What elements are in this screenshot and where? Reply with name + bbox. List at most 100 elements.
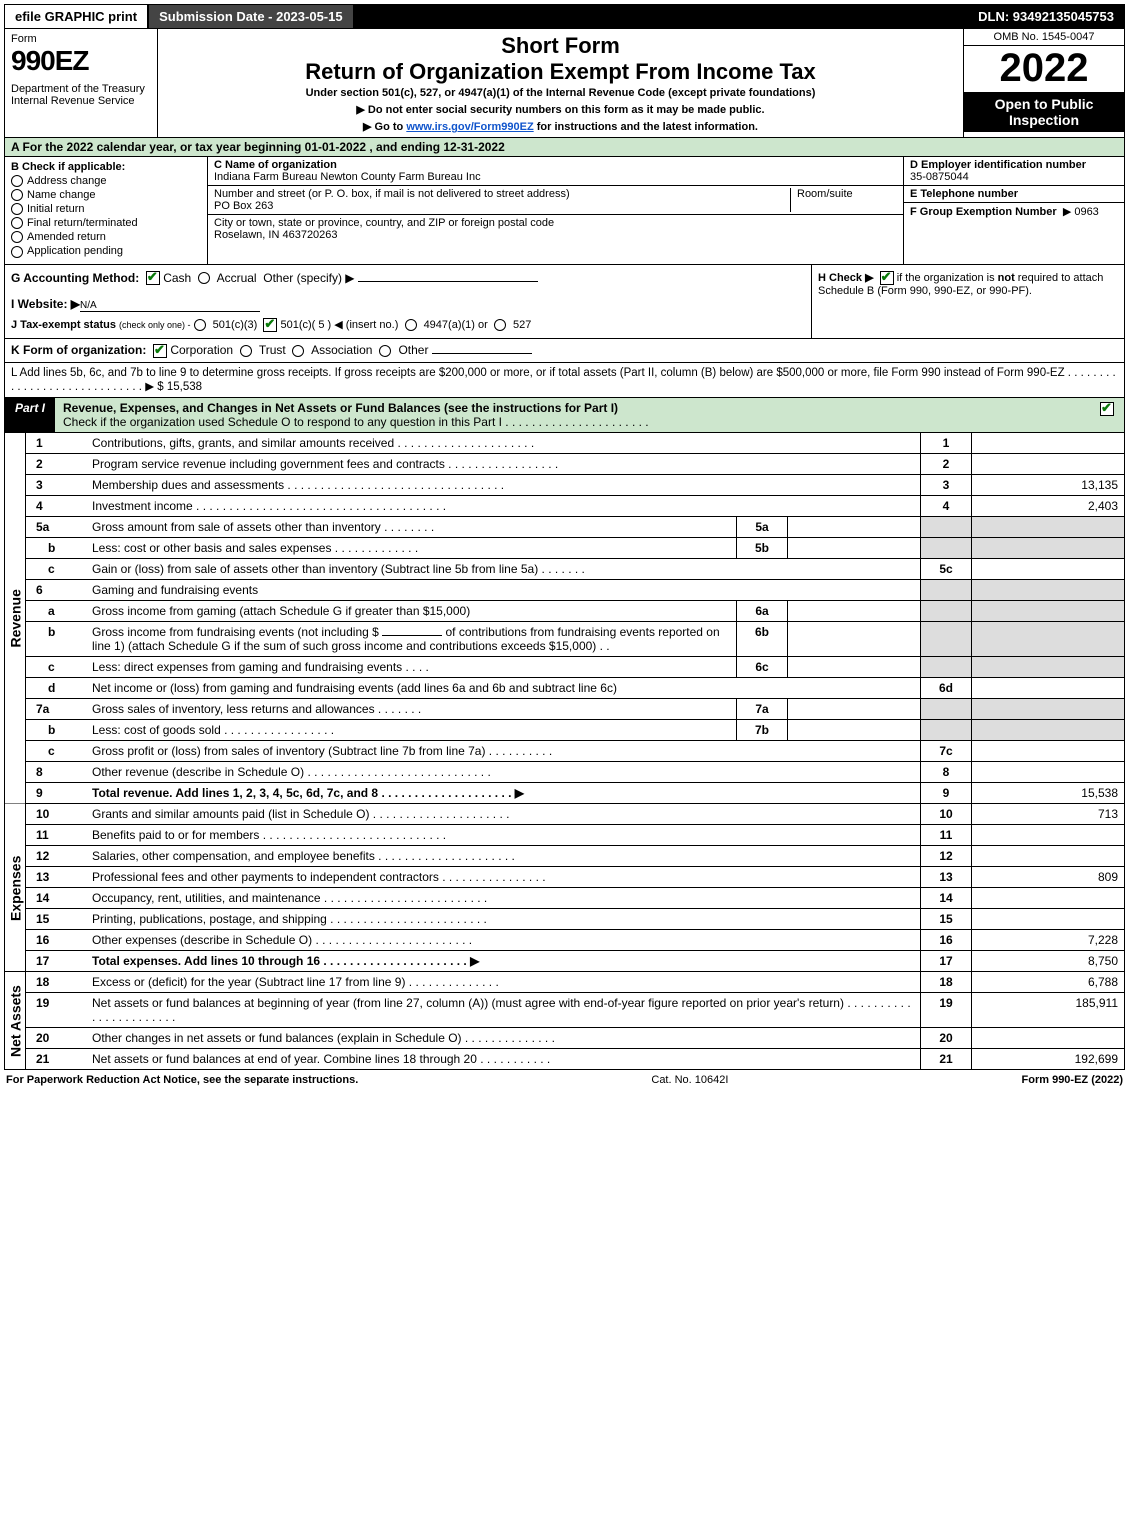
line-val <box>972 888 1125 909</box>
form-label: Form <box>11 33 151 45</box>
addr-val: PO Box 263 <box>214 200 273 212</box>
line-desc: Gross amount from sale of assets other t… <box>86 517 737 538</box>
j-o3: 4947(a)(1) or <box>424 319 488 331</box>
c-city-row: City or town, state or province, country… <box>208 215 903 243</box>
line-box-shaded <box>921 720 972 741</box>
g-accrual: Accrual <box>217 271 257 285</box>
line-val <box>972 909 1125 930</box>
line-no: d <box>26 678 87 699</box>
j-label: J Tax-exempt status <box>11 319 116 331</box>
line-box: 4 <box>921 496 972 517</box>
chk-label: Name change <box>27 189 96 201</box>
line-no: 21 <box>26 1049 87 1070</box>
chk-schedule-o[interactable] <box>1100 402 1114 416</box>
line-box: 17 <box>921 951 972 972</box>
chk-label: Amended return <box>27 231 106 243</box>
chk-final-return[interactable]: Final return/terminated <box>11 217 201 229</box>
irs-link[interactable]: www.irs.gov/Form990EZ <box>406 121 533 133</box>
l17-bold: Total expenses. Add lines 10 through 16 … <box>92 954 479 968</box>
chk-h[interactable] <box>880 271 894 285</box>
line-desc: Other expenses (describe in Schedule O) … <box>86 930 921 951</box>
form-number: 990EZ <box>11 45 151 77</box>
chk-trust[interactable] <box>240 345 252 357</box>
l9-bold: Total revenue. Add lines 1, 2, 3, 4, 5c,… <box>92 786 524 800</box>
line-desc: Net assets or fund balances at end of ye… <box>86 1049 921 1070</box>
e-label: E Telephone number <box>910 188 1018 200</box>
revenue-side-label: Revenue <box>5 433 26 804</box>
line-val: 7,228 <box>972 930 1125 951</box>
line-no: b <box>26 538 87 559</box>
org-name: Indiana Farm Bureau Newton County Farm B… <box>214 171 481 183</box>
line-box: 12 <box>921 846 972 867</box>
line-no: b <box>26 622 87 657</box>
b-title: B Check if applicable: <box>11 161 201 173</box>
line-no: 8 <box>26 762 87 783</box>
chk-amended-return[interactable]: Amended return <box>11 231 201 243</box>
line-no: 9 <box>26 783 87 804</box>
chk-other-org[interactable] <box>379 345 391 357</box>
line-no: 19 <box>26 993 87 1028</box>
chk-application-pending[interactable]: Application pending <box>11 245 201 257</box>
line-desc: Net income or (loss) from gaming and fun… <box>86 678 921 699</box>
line-desc: Net assets or fund balances at beginning… <box>86 993 921 1028</box>
chk-corp[interactable] <box>153 344 167 358</box>
chk-4947[interactable] <box>405 319 417 331</box>
line-no: b <box>26 720 87 741</box>
chk-527[interactable] <box>494 319 506 331</box>
chk-cash[interactable] <box>146 271 160 285</box>
dln-label: DLN: 93492135045753 <box>968 5 1124 28</box>
chk-label: Final return/terminated <box>27 217 138 229</box>
line-box: 11 <box>921 825 972 846</box>
chk-address-change[interactable]: Address change <box>11 175 201 187</box>
line-no: c <box>26 657 87 678</box>
line-box: 1 <box>921 433 972 454</box>
c-name-row: C Name of organization Indiana Farm Bure… <box>208 157 903 186</box>
mid-val <box>788 720 921 741</box>
line-val <box>972 846 1125 867</box>
chk-label: Initial return <box>27 203 84 215</box>
line-no: 12 <box>26 846 87 867</box>
line-box-shaded <box>921 580 972 601</box>
row-a-tax-year: A For the 2022 calendar year, or tax yea… <box>4 138 1125 157</box>
line-val-shaded <box>972 699 1125 720</box>
chk-label: Address change <box>27 175 107 187</box>
dept-label: Department of the Treasury <box>11 83 151 95</box>
chk-501c3[interactable] <box>194 319 206 331</box>
line-no: 7a <box>26 699 87 720</box>
form-header: Form 990EZ Department of the Treasury In… <box>4 29 1125 138</box>
line-desc: Less: cost of goods sold . . . . . . . .… <box>86 720 737 741</box>
line-val <box>972 825 1125 846</box>
mid-val <box>788 657 921 678</box>
j-o1: 501(c)(3) <box>213 319 258 331</box>
mid-val <box>788 517 921 538</box>
line-val <box>972 741 1125 762</box>
open-public-badge: Open to Public Inspection <box>964 92 1124 132</box>
line-no: 17 <box>26 951 87 972</box>
chk-501c[interactable] <box>263 318 277 332</box>
col-d: D Employer identification number 35-0875… <box>903 157 1124 264</box>
line-desc: Program service revenue including govern… <box>86 454 921 475</box>
mid-val <box>788 622 921 657</box>
mid-box: 6c <box>737 657 788 678</box>
part-title: Revenue, Expenses, and Changes in Net As… <box>63 398 1100 432</box>
efile-print-button[interactable]: efile GRAPHIC print <box>5 5 149 28</box>
chk-initial-return[interactable]: Initial return <box>11 203 201 215</box>
k-o4: Other <box>398 343 428 357</box>
line-no: 3 <box>26 475 87 496</box>
part-title-text: Revenue, Expenses, and Changes in Net As… <box>63 401 618 415</box>
page-footer: For Paperwork Reduction Act Notice, see … <box>4 1070 1125 1090</box>
sub3-pre: ▶ Go to <box>363 121 406 133</box>
line-desc: Other changes in net assets or fund bala… <box>86 1028 921 1049</box>
chk-assoc[interactable] <box>292 345 304 357</box>
chk-name-change[interactable]: Name change <box>11 189 201 201</box>
irs-label: Internal Revenue Service <box>11 95 151 107</box>
line-val <box>972 454 1125 475</box>
line-box: 14 <box>921 888 972 909</box>
row-g: G Accounting Method: Cash Accrual Other … <box>5 265 811 339</box>
col-b: B Check if applicable: Address change Na… <box>5 157 208 264</box>
part-note: Check if the organization used Schedule … <box>63 415 649 429</box>
chk-accrual[interactable] <box>198 272 210 284</box>
line-no: 1 <box>26 433 87 454</box>
line-val-shaded <box>972 622 1125 657</box>
line-val: 192,699 <box>972 1049 1125 1070</box>
